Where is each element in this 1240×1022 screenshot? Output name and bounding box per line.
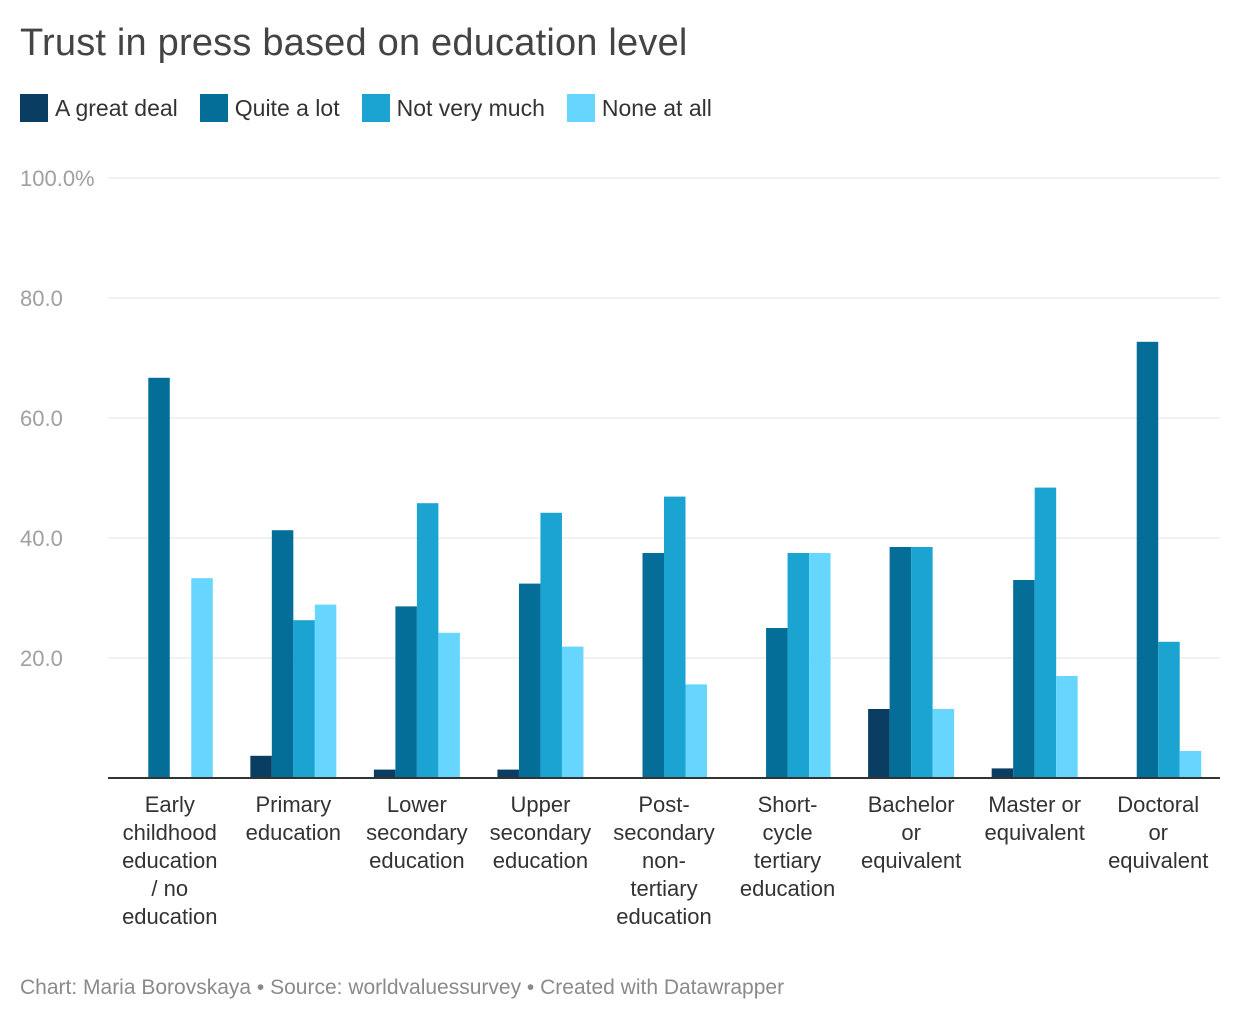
y-tick-label: 40.0 (20, 526, 63, 551)
legend-label: Not very much (396, 94, 545, 121)
bar (497, 769, 519, 778)
bar (191, 578, 213, 778)
legend-label: A great deal (55, 94, 178, 121)
bar (685, 684, 707, 778)
x-tick-label: Short-cycle tertiary education (740, 792, 835, 901)
legend-swatch (361, 94, 390, 122)
bar (561, 646, 584, 778)
legend-label: Quite a lot (234, 94, 340, 121)
x-tick-label: Master or equivalent (985, 792, 1085, 845)
x-tick-label: Post-secondary non-tertiary education (613, 792, 715, 929)
bar (809, 553, 831, 778)
legend-swatch (20, 94, 48, 122)
footer-credit: Created with Datawrapper (540, 976, 785, 999)
legend-item: A great deal (20, 94, 178, 122)
x-tick-label: Bachelor or equivalent (861, 792, 961, 873)
legend: A great deal Quite a lot Not very much None… (20, 94, 734, 122)
y-tick-label: 60.0 (20, 406, 63, 431)
bar (766, 628, 788, 778)
bar (991, 768, 1014, 778)
footer-author: Chart: Maria Borovskaya (20, 976, 252, 999)
bar (642, 553, 664, 778)
bar (518, 583, 541, 778)
bar (293, 620, 315, 778)
bar (1034, 487, 1057, 778)
x-tick-label: Early childhood education / no education (122, 792, 217, 929)
bar (250, 755, 272, 778)
bar (373, 769, 396, 778)
footer: Chart: Maria Borovskaya • Source: worldv… (20, 976, 784, 1000)
bar (1013, 580, 1035, 778)
y-tick-label: 100.0% (20, 166, 95, 191)
x-tick-label: Doctoral or equivalent (1108, 792, 1208, 873)
bar (932, 709, 955, 778)
bar (1056, 676, 1078, 778)
bar (889, 547, 912, 778)
footer-separator: • (251, 976, 271, 999)
bar (395, 606, 417, 778)
bar (314, 604, 337, 778)
bar (664, 496, 686, 778)
x-tick-label: Lower secondary education (366, 792, 468, 873)
y-tick-label: 20.0 (20, 646, 63, 671)
bar (911, 547, 933, 778)
x-tick-label: Upper secondary education (490, 792, 592, 873)
footer-source: Source: worldvaluessurvey (270, 976, 522, 999)
bar (438, 632, 460, 778)
y-tick-label: 80.0 (20, 286, 63, 311)
legend-item: Quite a lot (199, 94, 340, 122)
bar (787, 553, 810, 778)
legend-swatch (199, 94, 228, 122)
bar (148, 377, 170, 778)
chart-title: Trust in press based on education level (20, 22, 688, 64)
bar (1179, 751, 1202, 778)
legend-swatch (566, 94, 595, 122)
bar (1136, 341, 1159, 778)
legend-label: None at all (601, 94, 712, 121)
legend-item: Not very much (361, 94, 545, 122)
bar (540, 512, 562, 778)
x-tick-label: Primary education (246, 792, 341, 845)
bar-chart: 100.0% 80.0 60.0 40.0 20.0 Early childhood educ… (20, 166, 1220, 929)
bar (271, 530, 294, 778)
legend-item: None at all (566, 94, 712, 122)
footer-separator: • (521, 976, 541, 999)
bar (416, 503, 439, 778)
bar (868, 709, 890, 778)
bar (1158, 641, 1180, 778)
